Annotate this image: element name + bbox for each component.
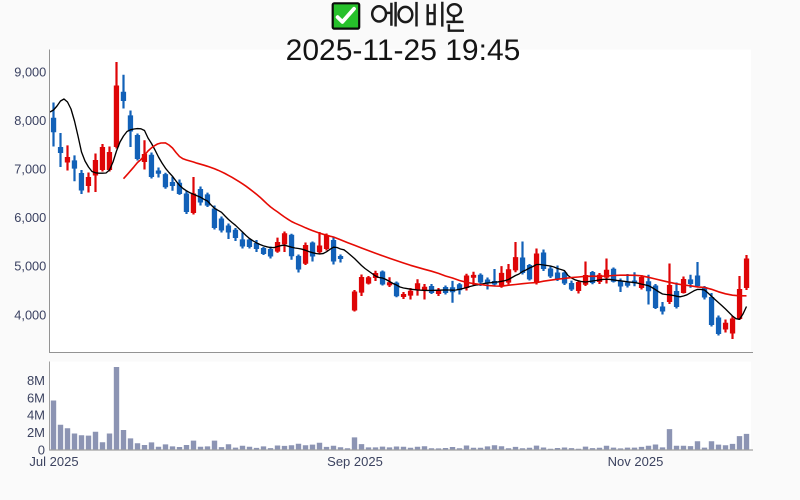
svg-text:9,000: 9,000 bbox=[14, 64, 46, 79]
svg-text:Nov 2025: Nov 2025 bbox=[608, 454, 664, 469]
svg-text:2M: 2M bbox=[27, 425, 45, 440]
svg-text:4M: 4M bbox=[27, 408, 45, 423]
svg-text:Sep 2025: Sep 2025 bbox=[327, 454, 383, 469]
svg-text:Jul 2025: Jul 2025 bbox=[29, 454, 78, 469]
svg-text:0: 0 bbox=[38, 443, 45, 458]
svg-text:7,000: 7,000 bbox=[14, 162, 46, 177]
svg-text:2025-11-25 19:45: 2025-11-25 19:45 bbox=[286, 34, 521, 67]
svg-text:4,000: 4,000 bbox=[14, 307, 46, 322]
svg-text:6,000: 6,000 bbox=[14, 210, 46, 225]
svg-text:8M: 8M bbox=[27, 373, 45, 388]
svg-text:5,000: 5,000 bbox=[14, 259, 46, 274]
svg-text:6M: 6M bbox=[27, 390, 45, 405]
svg-text:8,000: 8,000 bbox=[14, 113, 46, 128]
